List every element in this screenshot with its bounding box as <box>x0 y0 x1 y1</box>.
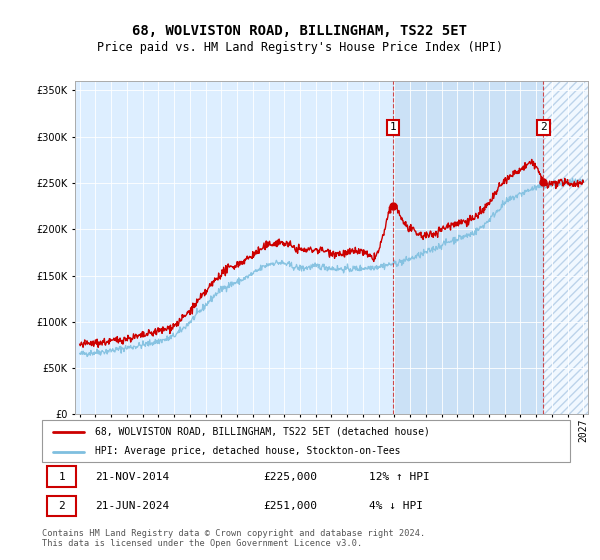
Bar <box>47 466 76 487</box>
Text: Contains HM Land Registry data © Crown copyright and database right 2024.
This d: Contains HM Land Registry data © Crown c… <box>42 529 425 548</box>
Text: 68, WOLVISTON ROAD, BILLINGHAM, TS22 5ET (detached house): 68, WOLVISTON ROAD, BILLINGHAM, TS22 5ET… <box>95 427 430 437</box>
Text: 21-JUN-2024: 21-JUN-2024 <box>95 501 169 511</box>
Bar <box>393 81 544 414</box>
Text: 68, WOLVISTON ROAD, BILLINGHAM, TS22 5ET: 68, WOLVISTON ROAD, BILLINGHAM, TS22 5ET <box>133 24 467 38</box>
Text: Price paid vs. HM Land Registry's House Price Index (HPI): Price paid vs. HM Land Registry's House … <box>97 41 503 54</box>
Text: 2: 2 <box>540 123 547 133</box>
Text: 1: 1 <box>389 123 396 133</box>
Text: £251,000: £251,000 <box>264 501 318 511</box>
Bar <box>47 496 76 516</box>
Text: 12% ↑ HPI: 12% ↑ HPI <box>370 472 430 482</box>
Text: 4% ↓ HPI: 4% ↓ HPI <box>370 501 424 511</box>
Text: 1: 1 <box>58 472 65 482</box>
Bar <box>544 81 591 414</box>
Text: HPI: Average price, detached house, Stockton-on-Tees: HPI: Average price, detached house, Stoc… <box>95 446 400 456</box>
Text: 21-NOV-2014: 21-NOV-2014 <box>95 472 169 482</box>
Text: £225,000: £225,000 <box>264 472 318 482</box>
Text: 2: 2 <box>58 501 65 511</box>
